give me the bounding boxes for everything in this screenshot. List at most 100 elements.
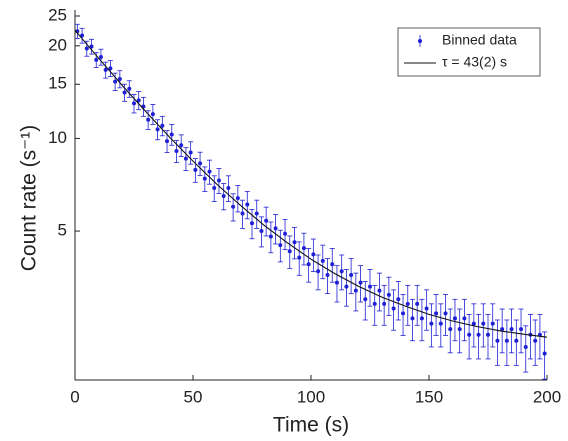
y-tick-label: 15 bbox=[48, 74, 67, 93]
data-point bbox=[268, 234, 273, 239]
data-point bbox=[462, 316, 467, 321]
data-point bbox=[155, 127, 160, 132]
data-point bbox=[127, 86, 132, 91]
data-point bbox=[80, 33, 85, 38]
data-point bbox=[216, 178, 221, 183]
data-point bbox=[490, 321, 495, 326]
data-point bbox=[391, 306, 396, 311]
data-point bbox=[542, 351, 547, 356]
data-point bbox=[183, 156, 188, 161]
data-point bbox=[235, 196, 240, 201]
data-point bbox=[424, 306, 429, 311]
data-point bbox=[174, 149, 179, 154]
data-point bbox=[457, 327, 462, 332]
fit-line bbox=[74, 29, 548, 338]
data-point bbox=[353, 288, 358, 293]
data-point bbox=[330, 262, 335, 267]
data-point bbox=[523, 344, 528, 349]
data-point bbox=[467, 332, 472, 337]
data-point bbox=[344, 284, 349, 289]
data-point bbox=[98, 54, 103, 59]
data-point bbox=[495, 338, 500, 343]
data-point bbox=[278, 243, 283, 248]
data-point bbox=[188, 150, 193, 155]
legend-label: τ = 43(2) s bbox=[442, 54, 507, 70]
y-tick-label: 20 bbox=[48, 35, 67, 54]
data-point bbox=[382, 301, 387, 306]
data-point bbox=[481, 321, 486, 326]
data-point bbox=[372, 301, 377, 306]
data-point bbox=[273, 226, 278, 231]
data-point bbox=[311, 252, 316, 257]
x-tick-label: 150 bbox=[415, 387, 443, 406]
data-point bbox=[419, 316, 424, 321]
x-tick-label: 100 bbox=[297, 387, 325, 406]
data-point bbox=[150, 112, 155, 117]
data-point bbox=[533, 338, 538, 343]
data-point bbox=[231, 204, 236, 209]
data-point bbox=[325, 272, 330, 277]
data-point bbox=[89, 44, 94, 49]
data-point bbox=[283, 231, 288, 236]
y-tick-label: 25 bbox=[48, 5, 67, 24]
data-point bbox=[292, 240, 297, 245]
data-point bbox=[438, 321, 443, 326]
data-point bbox=[363, 297, 368, 302]
data-point bbox=[339, 269, 344, 274]
data-point bbox=[410, 316, 415, 321]
data-point bbox=[113, 79, 118, 84]
data-point bbox=[358, 280, 363, 285]
data-point bbox=[84, 46, 89, 51]
data-point bbox=[117, 77, 122, 82]
legend-symbol bbox=[418, 39, 422, 43]
x-tick-label: 50 bbox=[184, 387, 203, 406]
y-tick-label: 5 bbox=[58, 221, 67, 240]
data-point bbox=[94, 57, 99, 62]
data-point bbox=[297, 255, 302, 260]
data-point bbox=[316, 269, 321, 274]
data-point bbox=[415, 301, 420, 306]
y-tick-label: 10 bbox=[48, 128, 67, 147]
data-point bbox=[221, 193, 226, 198]
x-tick-label: 0 bbox=[70, 387, 79, 406]
data-point bbox=[377, 288, 382, 293]
data-point bbox=[250, 221, 254, 226]
data-point bbox=[434, 311, 439, 316]
data-point bbox=[500, 327, 505, 332]
data-point bbox=[146, 117, 151, 122]
x-tick-label: 200 bbox=[533, 387, 561, 406]
x-axis-title: Time (s) bbox=[273, 414, 349, 437]
data-point bbox=[504, 338, 509, 343]
data-point bbox=[486, 332, 490, 337]
data-point bbox=[136, 98, 141, 103]
data-point bbox=[132, 101, 136, 106]
data-point bbox=[476, 332, 481, 337]
data-point bbox=[452, 316, 457, 321]
data-point bbox=[405, 301, 410, 306]
data-point bbox=[160, 123, 165, 128]
data-point bbox=[396, 297, 401, 302]
data-point bbox=[198, 161, 203, 166]
data-point bbox=[514, 338, 519, 343]
data-point bbox=[179, 143, 184, 148]
data-point bbox=[401, 311, 406, 316]
data-point bbox=[368, 284, 372, 289]
data-point bbox=[320, 258, 325, 263]
data-point bbox=[103, 67, 108, 72]
data-point bbox=[193, 167, 198, 172]
data-point bbox=[349, 272, 354, 277]
data-point bbox=[471, 321, 476, 326]
data-point bbox=[509, 327, 514, 332]
data-point bbox=[240, 211, 245, 216]
data-point bbox=[519, 327, 524, 332]
data-point bbox=[287, 249, 292, 254]
data-point bbox=[245, 202, 250, 207]
data-point bbox=[108, 66, 113, 71]
data-point bbox=[165, 139, 170, 144]
data-point bbox=[334, 280, 339, 285]
data-point bbox=[202, 176, 207, 181]
data-point bbox=[259, 229, 264, 234]
data-point bbox=[226, 186, 231, 191]
data-point bbox=[443, 311, 448, 316]
